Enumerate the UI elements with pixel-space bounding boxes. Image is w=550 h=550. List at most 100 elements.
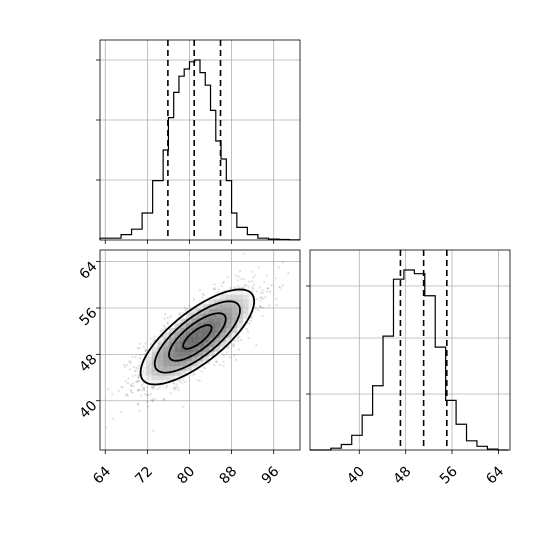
scatter-point [146,394,149,397]
scatter-point [143,393,147,396]
scatter-point [252,287,255,290]
scatter-point [166,316,170,319]
scatter-point [138,342,142,345]
scatter-point [124,380,127,383]
scatter-point [258,306,262,309]
scatter-point [173,382,176,385]
scatter-point [135,369,138,372]
contour-line [182,324,213,350]
density-cell [163,355,170,362]
density-cell [168,327,176,333]
scatter-point [235,358,238,361]
density-cell [242,317,250,324]
scatter-point [256,308,260,312]
scatter-point [277,285,281,289]
density-cell [214,317,221,324]
density-cell [203,332,210,338]
density-cell [174,360,181,367]
scatter-point [237,275,240,278]
density-cell [191,360,198,367]
density-cell [225,322,233,329]
scatter-point [262,292,265,295]
scatter-point [212,287,215,291]
scatter-point [131,355,134,359]
scatter-point [140,383,144,386]
scatter-point [254,306,257,310]
scatter-point [129,360,132,363]
scatter-point [260,296,263,299]
density-cell [214,303,221,310]
scatter-point [141,386,144,389]
density-cell [146,370,153,376]
density-cell [163,341,170,348]
scatter-point [254,274,257,277]
scatter-point [236,279,239,282]
scatter-point [124,394,128,397]
scatter-point [179,380,182,383]
scatter-point [281,261,284,264]
scatter-point [231,344,235,347]
scatter-point [240,277,243,280]
contour-line [153,300,241,374]
x-tick-label: 48 [391,464,415,488]
scatter-point [262,306,265,309]
scatter-point [229,287,232,290]
density-cell [186,322,193,329]
scatter-point [252,283,256,287]
marginal-y-ticks [306,285,499,454]
scatter-point [162,398,165,401]
density-cell [191,308,198,314]
density-cell [225,289,233,295]
density-cell [146,351,153,357]
scatter-point [172,382,175,385]
density-cell [157,379,164,386]
scatter-point [207,362,210,365]
scatter-point [252,276,255,279]
scatter-point [151,398,154,401]
x-tick-label: 56 [437,463,461,487]
scatter-point [107,387,110,390]
density-cell [214,308,221,314]
density-cell [225,303,233,310]
density-cell [180,317,187,324]
density-cell [163,360,170,367]
joint-x-tick-labels: 64 72 80 88 96 [90,463,282,487]
scatter-point [161,329,164,332]
density-cell [174,332,181,338]
scatter-point [265,274,268,277]
density-cell [248,294,255,300]
density-cell [157,374,164,381]
density-cell [231,317,238,324]
scatter-point [266,287,269,290]
density-cell [186,360,193,367]
density-cell [163,374,170,381]
density-cell [197,327,204,333]
density-cell [197,351,204,357]
scatter-point [164,386,167,389]
scatter-point [287,271,290,275]
joint-ticks [96,261,275,454]
density-cell [197,332,204,338]
scatter-point [236,284,240,288]
y-tick-label: 40 [77,398,101,422]
scatter-point [120,410,123,414]
scatter-point [193,372,196,375]
scatter-point [204,367,207,370]
density-cell [191,332,198,338]
density-cell [220,303,227,310]
scatter-point [250,316,253,319]
density-cell [180,346,187,352]
density-cell [214,313,221,319]
scatter-point [143,353,146,356]
density-cell [203,336,210,343]
scatter-point [135,366,138,369]
density-cell [225,332,233,338]
scatter-point [247,285,250,288]
density-cell [174,374,181,381]
density-cell [140,365,147,371]
density-cell [208,313,216,319]
y-tick-label: 64 [77,259,101,283]
density-cell [220,317,227,324]
scatter-point [188,304,191,307]
scatter-point [137,367,140,370]
